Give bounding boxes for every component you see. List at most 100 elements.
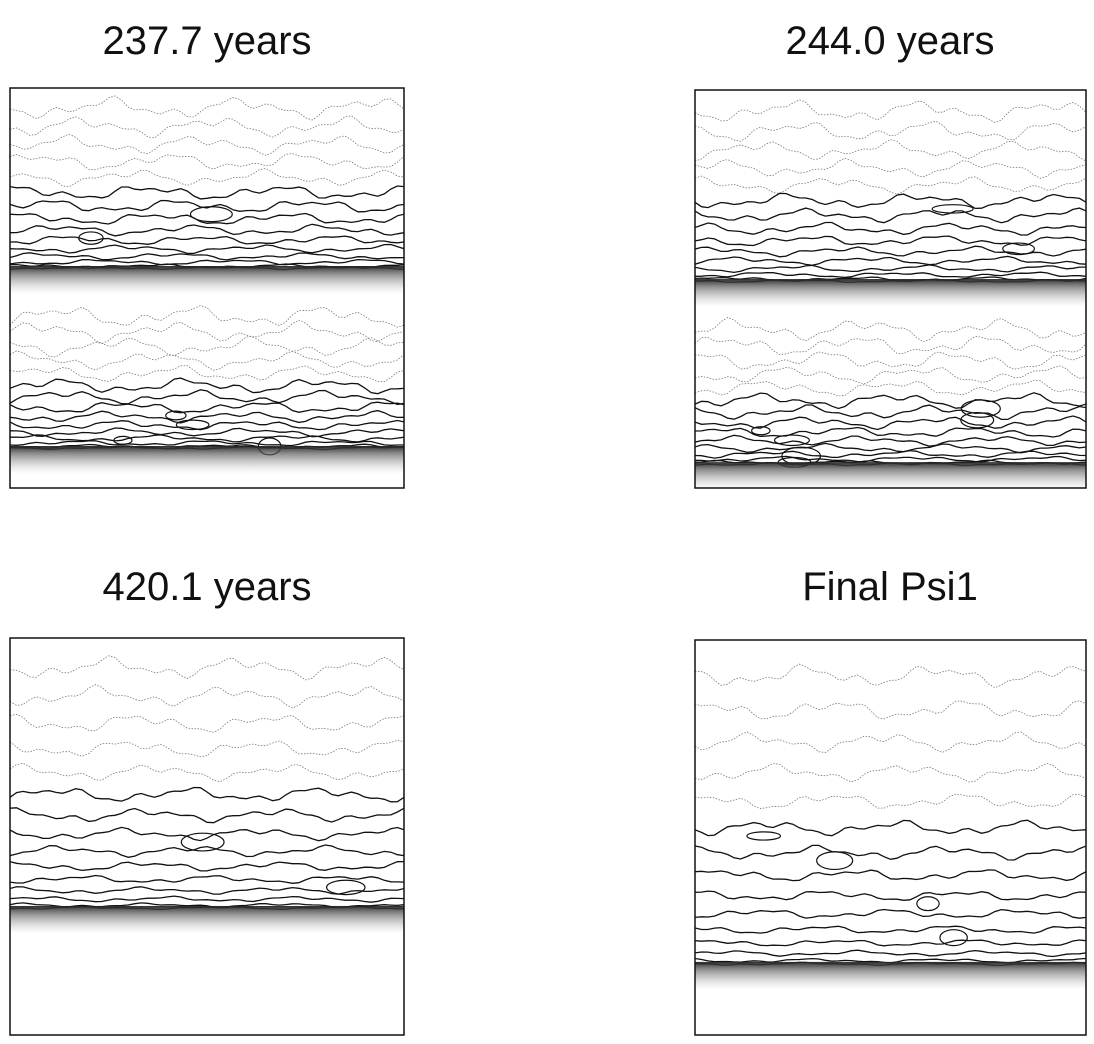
contour-line — [10, 844, 404, 858]
contour-line — [10, 199, 404, 213]
contour-line — [10, 886, 404, 895]
contour-line — [10, 860, 404, 872]
contour-line — [10, 443, 404, 450]
contour-line — [695, 365, 1086, 385]
contour-line — [10, 655, 404, 681]
contour-loop — [931, 204, 974, 214]
contour-line — [10, 168, 404, 188]
contour-line — [10, 235, 404, 245]
contour-line — [10, 95, 404, 121]
contour-loop — [816, 851, 854, 871]
contour-line — [695, 844, 1086, 861]
stipple-band — [10, 905, 404, 934]
contour-line — [10, 377, 404, 395]
contour-line — [10, 409, 404, 424]
contour-line — [695, 245, 1086, 258]
contour-line — [695, 120, 1086, 142]
contour-line — [695, 663, 1086, 689]
contour-line — [695, 434, 1086, 447]
contour-line — [695, 700, 1086, 720]
contour-line — [695, 426, 1086, 438]
contour-loop — [189, 206, 233, 223]
contour-line — [10, 874, 404, 884]
contour-line — [10, 440, 404, 447]
contour-loop — [960, 399, 1001, 418]
contour-line — [695, 455, 1086, 463]
contour-line — [10, 389, 404, 406]
contour-panel — [695, 99, 1086, 488]
contour-line — [10, 786, 404, 803]
contour-line — [695, 762, 1086, 783]
stipple-band — [10, 446, 404, 474]
contour-line — [695, 99, 1086, 123]
contour-line — [10, 258, 404, 266]
contour-line — [10, 713, 404, 733]
contour-line — [10, 115, 404, 139]
contour-line — [695, 255, 1086, 266]
contour-line — [695, 221, 1086, 236]
contour-line — [695, 869, 1086, 882]
contour-line — [695, 271, 1086, 279]
contour-panel — [695, 663, 1086, 990]
contour-line — [10, 243, 404, 255]
contour-line — [10, 419, 404, 431]
contour-loop — [1002, 242, 1036, 256]
contour-loop — [180, 832, 225, 852]
contour-line — [695, 949, 1086, 958]
contour-line — [695, 192, 1086, 210]
contour-loop — [325, 879, 366, 896]
contour-panel — [10, 655, 404, 934]
contour-loop — [751, 426, 771, 436]
panel-frame — [9, 637, 405, 1036]
contour-line — [695, 404, 1086, 421]
contour-line — [695, 235, 1086, 247]
contour-line — [695, 890, 1086, 901]
contour-line — [695, 908, 1086, 919]
contour-line — [10, 434, 404, 443]
stipple-band — [10, 266, 404, 294]
panel-frame — [9, 87, 405, 489]
contour-loop — [960, 411, 995, 429]
contour-line — [10, 252, 404, 261]
contour-line — [695, 449, 1086, 459]
contour-line — [695, 819, 1086, 837]
contour-line — [10, 684, 404, 709]
contour-line — [695, 731, 1086, 753]
contour-line — [695, 157, 1086, 179]
contour-loop — [165, 410, 187, 421]
contour-line — [10, 133, 404, 156]
contour-line — [10, 336, 404, 358]
panel-title: 244.0 years — [785, 19, 994, 63]
contour-line — [695, 939, 1086, 947]
panel-title: 237.7 years — [102, 19, 311, 63]
contour-line — [10, 185, 404, 200]
contour-line — [695, 336, 1086, 356]
contour-line — [10, 153, 404, 171]
contour-loop — [746, 831, 782, 841]
contour-line — [695, 207, 1086, 224]
contour-line — [695, 392, 1086, 410]
contour-line — [10, 350, 404, 371]
contour-line — [10, 365, 404, 383]
contour-line — [695, 351, 1086, 370]
contour-loop — [916, 896, 940, 912]
contour-line — [10, 212, 404, 225]
contour-line — [695, 380, 1086, 397]
contour-line — [10, 762, 404, 783]
contour-line — [10, 319, 404, 345]
contour-loop — [78, 231, 104, 245]
contour-line — [695, 793, 1086, 810]
stipple-band — [695, 462, 1086, 488]
contour-line — [695, 925, 1086, 934]
contour-line — [695, 175, 1086, 195]
contour-line — [10, 401, 404, 414]
contour-line — [10, 223, 404, 237]
contour-line — [695, 139, 1086, 162]
stipple-band — [695, 279, 1086, 307]
contour-line — [695, 264, 1086, 274]
panel-title: Final Psi1 — [802, 565, 978, 609]
contour-line — [695, 317, 1086, 343]
contour-loop — [773, 434, 810, 447]
panel-title: 420.1 years — [102, 565, 311, 609]
